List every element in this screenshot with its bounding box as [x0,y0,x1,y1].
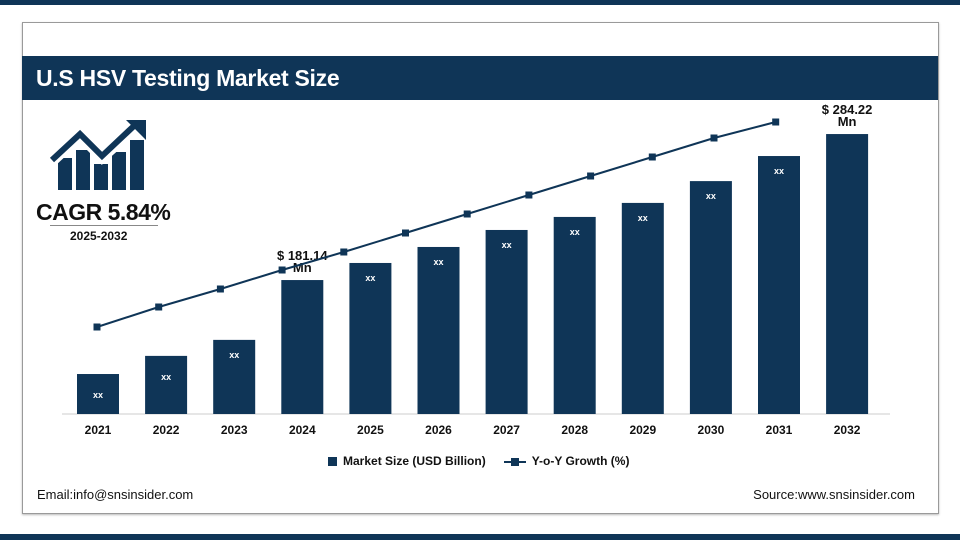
trend-up-icon [50,120,146,190]
bar-2024 [281,280,324,414]
header-banner: U.S HSV Testing Market Size [22,56,938,100]
x-tick-label: 2027 [493,423,520,437]
x-tick-label: 2026 [425,423,452,437]
yoy-point-2024 [278,266,286,274]
yoy-point-2022 [155,303,163,311]
yoy-point-2032 [772,118,780,126]
x-tick-label: 2022 [153,423,180,437]
bar-2028 [553,216,596,414]
line-swatch-icon [503,457,526,466]
top-bar [0,0,960,5]
bar-value-label: $ 284.22 [822,102,873,117]
yoy-point-2021 [93,323,101,331]
bar-value-label: Mn [293,260,312,275]
x-tick-label: 2029 [629,423,656,437]
bar-data-label: xx [774,166,784,176]
bar-2025 [349,262,392,414]
x-tick-label: 2023 [221,423,248,437]
bar-data-label: xx [706,191,716,201]
bar-2030 [689,181,732,414]
yoy-point-2031 [710,134,718,142]
yoy-growth-line [96,121,776,328]
bar-data-label: xx [570,227,580,237]
x-tick-label: 2025 [357,423,384,437]
yoy-point-2027 [463,210,471,218]
yoy-point-2029 [587,172,595,180]
page-title: U.S HSV Testing Market Size [36,65,340,91]
bar-data-label: xx [502,240,512,250]
bar-value-label: Mn [838,114,857,129]
bar-swatch-icon [328,457,337,466]
footer-source: Source:www.snsinsider.com [753,487,915,502]
bar-2023 [213,339,256,414]
bar-data-label: xx [433,257,443,267]
cagr-value: CAGR 5.84% [36,199,171,225]
footer-email: Email:info@snsinsider.com [37,487,194,502]
bar-2026 [417,246,460,414]
x-tick-label: 2031 [766,423,793,437]
cagr-divider [50,225,158,226]
x-tick-label: 2028 [561,423,588,437]
bar-2031 [758,156,800,414]
x-tick-label: 2032 [834,423,861,437]
bar-data-label: xx [638,213,648,223]
yoy-point-2026 [402,229,409,237]
bottom-bar [0,534,960,540]
bar-data-label: xx [161,372,171,382]
cagr-period: 2025-2032 [70,229,128,243]
bar-2027 [485,229,528,414]
yoy-point-2030 [648,153,656,161]
x-tick-label: 2024 [289,423,316,437]
x-tick-label: 2021 [85,423,112,437]
bar-2021 [77,374,119,414]
x-tick-label: 2030 [698,423,725,437]
bar-2029 [621,202,664,414]
legend-item-yoy-growth: Y-o-Y Growth (%) [503,454,629,468]
bar-data-label: xx [365,273,375,283]
legend-item-market-size: Market Size (USD Billion) [328,454,486,468]
yoy-point-2028 [525,191,533,199]
bar-2022 [145,355,188,414]
yoy-point-2025 [340,248,348,256]
chart-frame [22,22,939,514]
yoy-point-2023 [216,285,224,293]
legend: Market Size (USD Billion) Y-o-Y Growth (… [328,454,629,468]
bar-data-label: xx [93,390,103,400]
bar-data-label: xx [229,350,239,360]
bar-2032 [826,134,869,415]
